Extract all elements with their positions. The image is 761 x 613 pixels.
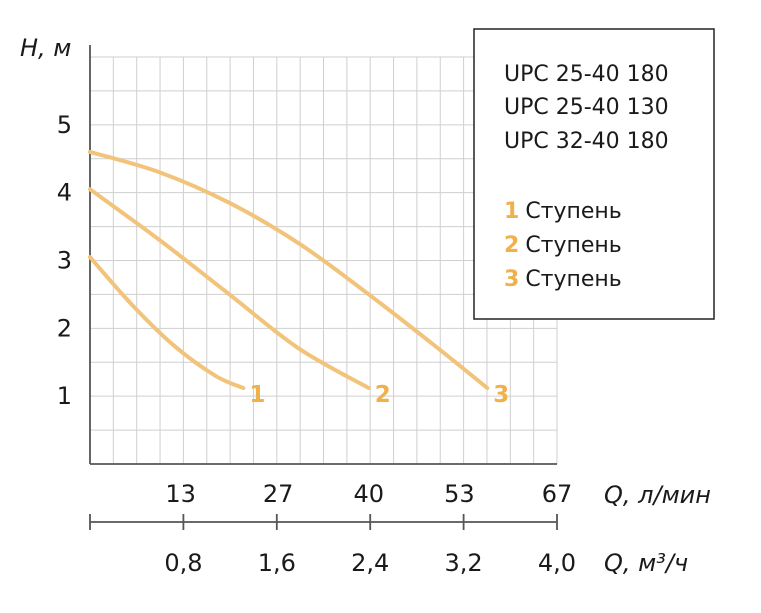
legend-model: UPC 25-40 130 [504, 95, 669, 120]
y-tick-label: 3 [57, 247, 72, 275]
legend-step-text: Ступень [525, 267, 621, 292]
legend-model: UPC 32-40 180 [504, 129, 669, 154]
x-tick-label: 27 [263, 480, 294, 508]
x-tick-label: 13 [165, 480, 196, 508]
x-tick-label: 53 [444, 480, 475, 508]
legend-step: 3 Ступень [504, 267, 622, 292]
legend-step-text: Ступень [525, 199, 621, 224]
legend-box: UPC 25-40 180 UPC 25-40 130 UPC 32-40 18… [473, 28, 715, 320]
x2-tick-label: 3,2 [445, 549, 483, 577]
legend-step-text: Ступень [525, 233, 621, 258]
series-label-1: 1 [249, 382, 265, 408]
x2-axis-title: Q, м³/ч [604, 549, 688, 577]
series-line-3 [88, 149, 490, 391]
y-tick-label: 4 [57, 179, 72, 207]
legend-step: 1 Ступень [504, 199, 622, 224]
curve-labels: 1 2 3 [249, 382, 509, 408]
series-line-1 [88, 255, 246, 391]
curves [88, 149, 490, 391]
x2-tick-label: 0,8 [164, 549, 202, 577]
legend-step-num: 2 [504, 233, 519, 258]
legend-model: UPC 25-40 180 [504, 62, 669, 87]
x-ticks: 13 27 40 53 67 [165, 480, 572, 508]
y-ticks: 1 2 3 4 5 [57, 111, 72, 410]
y-axis-title: H, м [20, 34, 71, 62]
series-label-3: 3 [493, 382, 509, 408]
legend-step-num: 1 [504, 199, 519, 224]
series-label-2: 2 [375, 382, 391, 408]
y-tick-label: 1 [57, 382, 72, 410]
x2-tick-label: 2,4 [351, 549, 389, 577]
legend-step: 2 Ступень [504, 233, 622, 258]
x-tick-label: 67 [542, 480, 573, 508]
series-line-2 [88, 187, 371, 391]
x2-tick-label: 1,6 [258, 549, 296, 577]
y-tick-label: 2 [57, 314, 72, 342]
y-tick-label: 5 [57, 111, 72, 139]
x2-tick-label: 4,0 [538, 549, 576, 577]
x2-axis: 0,8 1,6 2,4 3,2 4,0 [89, 514, 576, 577]
legend-step-num: 3 [504, 267, 519, 292]
x-axis-title: Q, л/мин [604, 481, 711, 509]
x-tick-label: 40 [354, 480, 385, 508]
